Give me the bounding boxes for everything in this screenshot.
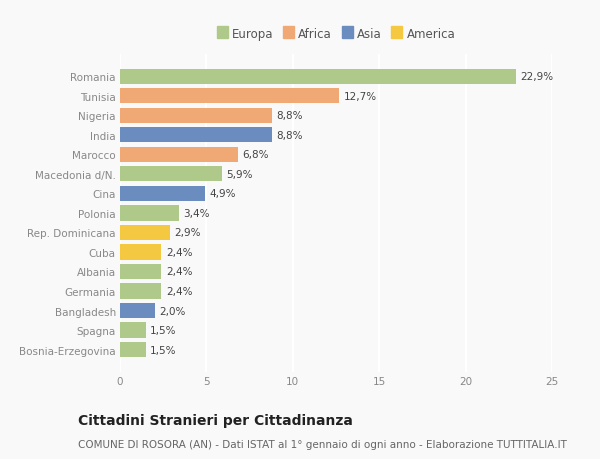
Text: 12,7%: 12,7% [344, 91, 377, 101]
Text: 1,5%: 1,5% [150, 345, 177, 355]
Text: 2,4%: 2,4% [166, 267, 192, 277]
Text: 2,0%: 2,0% [159, 306, 185, 316]
Bar [120, 89, 340, 104]
Text: 8,8%: 8,8% [277, 111, 303, 121]
Text: 6,8%: 6,8% [242, 150, 268, 160]
Bar [120, 147, 238, 162]
Text: 8,8%: 8,8% [277, 130, 303, 140]
Text: 3,4%: 3,4% [183, 208, 209, 218]
Bar [120, 225, 170, 241]
Bar [120, 206, 179, 221]
Bar [120, 186, 205, 202]
Text: 4,9%: 4,9% [209, 189, 235, 199]
Text: 1,5%: 1,5% [150, 325, 177, 336]
Text: 5,9%: 5,9% [226, 169, 253, 179]
Bar [120, 108, 272, 123]
Text: COMUNE DI ROSORA (AN) - Dati ISTAT al 1° gennaio di ogni anno - Elaborazione TUT: COMUNE DI ROSORA (AN) - Dati ISTAT al 1°… [78, 440, 567, 449]
Legend: Europa, Africa, Asia, America: Europa, Africa, Asia, America [212, 23, 460, 45]
Bar [120, 167, 222, 182]
Text: 2,4%: 2,4% [166, 286, 192, 297]
Bar [120, 128, 272, 143]
Text: 22,9%: 22,9% [520, 72, 553, 82]
Text: 2,4%: 2,4% [166, 247, 192, 257]
Bar [120, 264, 161, 280]
Bar [120, 284, 161, 299]
Bar [120, 245, 161, 260]
Text: 2,9%: 2,9% [175, 228, 201, 238]
Bar [120, 323, 146, 338]
Bar [120, 342, 146, 358]
Bar [120, 303, 155, 319]
Text: Cittadini Stranieri per Cittadinanza: Cittadini Stranieri per Cittadinanza [78, 414, 353, 428]
Bar [120, 69, 516, 84]
